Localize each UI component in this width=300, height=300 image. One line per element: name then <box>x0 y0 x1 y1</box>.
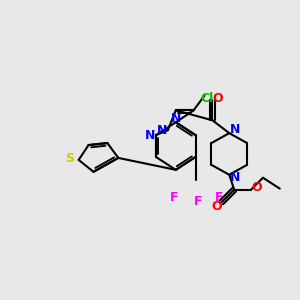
Text: N: N <box>171 112 181 125</box>
Text: N: N <box>157 124 167 137</box>
Text: S: S <box>65 152 74 165</box>
Text: F: F <box>215 191 224 204</box>
Text: F: F <box>169 191 178 204</box>
Text: N: N <box>230 171 240 184</box>
Text: N: N <box>230 123 240 136</box>
Text: O: O <box>252 181 262 194</box>
Text: F: F <box>194 195 203 208</box>
Text: O: O <box>212 92 223 105</box>
Text: O: O <box>211 200 222 213</box>
Text: Cl: Cl <box>201 92 214 105</box>
Text: N: N <box>145 129 155 142</box>
